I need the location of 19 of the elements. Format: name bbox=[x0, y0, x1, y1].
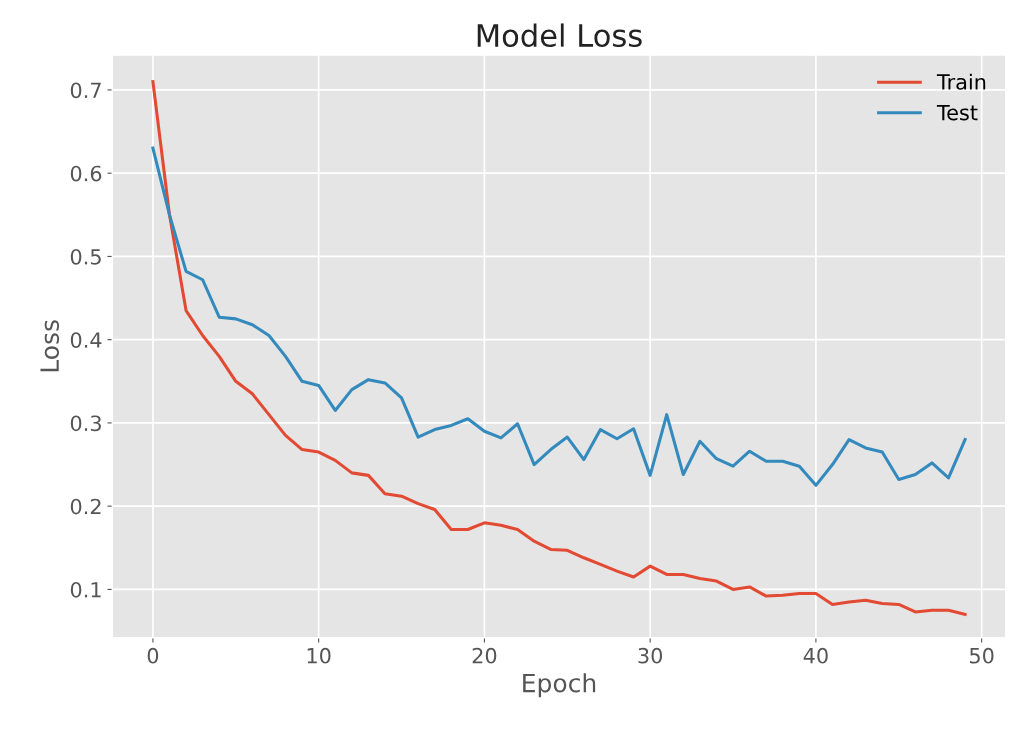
y-tick-label: 0.2 bbox=[70, 498, 101, 515]
x-tick-label: 10 bbox=[307, 647, 331, 664]
y-tick-label: 0.3 bbox=[70, 415, 101, 432]
x-tick-label: 20 bbox=[472, 647, 497, 664]
y-axis-title: Loss bbox=[40, 320, 60, 372]
line-series bbox=[151, 146, 967, 487]
y-tick-label: 0.6 bbox=[70, 165, 102, 182]
x-axis-title: Epoch bbox=[523, 673, 596, 698]
y-tick-label: 0.4 bbox=[70, 332, 102, 348]
y-tick-label: 0.7 bbox=[70, 82, 101, 99]
x-tick-label: 0 bbox=[147, 647, 159, 664]
legend-label: Train bbox=[936, 73, 986, 90]
legend-label: Test bbox=[936, 104, 978, 121]
x-tick-label: 30 bbox=[638, 647, 663, 664]
y-tick-label: 0.1 bbox=[70, 581, 101, 598]
y-tick-label: 0.5 bbox=[70, 248, 101, 265]
x-tick-label: 40 bbox=[803, 647, 828, 664]
chart-title: Model Loss bbox=[477, 23, 642, 48]
x-tick-label: 50 bbox=[970, 647, 994, 664]
